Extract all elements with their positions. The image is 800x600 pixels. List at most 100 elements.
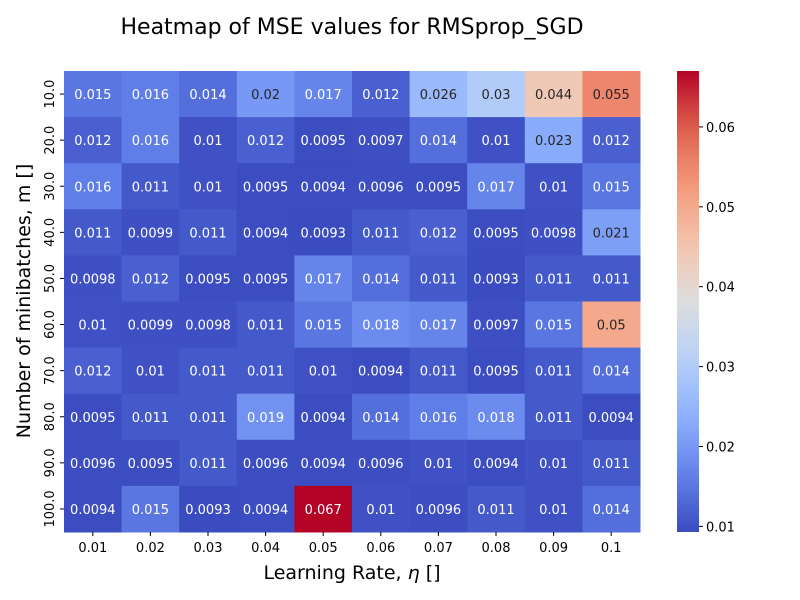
x-tick-label: 0.02 — [136, 541, 165, 556]
heatmap-cell — [236, 71, 295, 118]
heatmap-cell — [64, 71, 123, 118]
cell-value-label: 0.0096 — [358, 180, 404, 195]
cell-value-label: 0.0096 — [243, 457, 289, 472]
cell-value-label: 0.015 — [305, 319, 342, 334]
x-axis-ticks: 0.01 0.02 0.03 0.04 0.05 0.06 0.07 0.08 0.09 0.1 — [78, 532, 622, 556]
cell-value-label: 0.016 — [132, 134, 169, 149]
x-tick-label: 0.1 — [601, 541, 622, 556]
heatmap-cell — [582, 347, 641, 395]
cell-value-label: 0.017 — [305, 88, 342, 103]
cell-value-label: 0.012 — [132, 272, 169, 287]
heatmap-cell — [352, 163, 411, 210]
cell-value-label: 0.0095 — [70, 411, 116, 426]
cell-value-label: 0.018 — [477, 411, 514, 426]
heatmap-cell — [582, 255, 641, 302]
cell-value-label: 0.011 — [535, 272, 572, 287]
heatmap-cell — [236, 209, 295, 256]
cell-value-label: 0.0094 — [243, 503, 289, 518]
y-tick-label: 100.0 — [43, 490, 58, 527]
y-tick-label: 30.0 — [43, 172, 58, 201]
heatmap-cell — [467, 255, 526, 302]
heatmap-cell — [294, 71, 353, 118]
colorbar — [677, 71, 699, 532]
x-tick-label: 0.06 — [366, 541, 395, 556]
cell-value-label: 0.0096 — [70, 457, 116, 472]
heatmap-cell — [352, 209, 411, 256]
cell-value-label: 0.0094 — [588, 411, 634, 426]
cell-value-label: 0.011 — [535, 365, 572, 380]
heatmap-cell — [179, 117, 238, 164]
cell-value-label: 0.011 — [362, 226, 399, 241]
heatmap-cell — [409, 485, 468, 533]
cell-value-label: 0.016 — [132, 88, 169, 103]
heatmap-cell — [467, 347, 526, 395]
heatmap-cell — [179, 209, 238, 256]
cell-value-label: 0.0094 — [300, 411, 346, 426]
heatmap-cell — [236, 393, 295, 441]
heatmap-cell — [294, 301, 353, 349]
cell-value-label: 0.016 — [420, 411, 457, 426]
cell-value-label: 0.011 — [189, 226, 226, 241]
cell-value-label: 0.01 — [194, 180, 223, 195]
heatmap-cell — [236, 485, 295, 533]
cell-value-label: 0.015 — [535, 319, 572, 334]
cell-value-label: 0.05 — [597, 319, 626, 334]
heatmap-cell — [294, 163, 353, 210]
heatmap-cell — [409, 393, 468, 441]
cell-value-label: 0.0095 — [473, 365, 519, 380]
cell-value-label: 0.011 — [189, 365, 226, 380]
cell-value-label: 0.0095 — [243, 272, 289, 287]
cell-value-label: 0.0098 — [70, 272, 116, 287]
cell-value-label: 0.0095 — [128, 457, 174, 472]
colorbar-tick-label: 0.03 — [706, 361, 735, 376]
heatmap-cell — [121, 117, 180, 164]
heatmap-cell — [524, 439, 583, 487]
heatmap-cell — [179, 485, 238, 533]
heatmap-cell — [582, 439, 641, 487]
cell-value-label: 0.015 — [593, 180, 630, 195]
y-tick-label: 40.0 — [43, 218, 58, 247]
x-tick-label: 0.04 — [251, 541, 280, 556]
heatmap-cell — [467, 301, 526, 349]
cell-value-label: 0.011 — [132, 180, 169, 195]
cell-value-label: 0.012 — [74, 365, 111, 380]
cell-value-label: 0.0094 — [243, 226, 289, 241]
heatmap-cell — [294, 393, 353, 441]
heatmap-cell — [179, 439, 238, 487]
heatmap-cell — [64, 393, 123, 441]
heatmap-cell — [294, 347, 353, 395]
x-tick-label: 0.09 — [539, 541, 568, 556]
cell-value-label: 0.0094 — [473, 457, 519, 472]
heatmap-cells: 0.015 0.016 0.014 0.02 0.017 0.012 0.026 0.03 0.… — [64, 71, 641, 533]
x-tick-label: 0.03 — [194, 541, 223, 556]
cell-value-label: 0.014 — [420, 134, 457, 149]
heatmap-cell — [236, 255, 295, 302]
cell-value-label: 0.014 — [362, 411, 399, 426]
cell-value-label: 0.012 — [593, 134, 630, 149]
cell-value-label: 0.044 — [535, 88, 572, 103]
heatmap-cell — [64, 117, 123, 164]
cell-value-label: 0.01 — [424, 457, 453, 472]
heatmap-cell — [179, 255, 238, 302]
cell-value-label: 0.011 — [247, 365, 284, 380]
colorbar-tick-label: 0.01 — [706, 520, 735, 535]
heatmap-cell — [467, 163, 526, 210]
heatmap-cell — [524, 209, 583, 256]
cell-value-label: 0.015 — [74, 88, 111, 103]
cell-value-label: 0.021 — [593, 226, 630, 241]
cell-value-label: 0.0098 — [531, 226, 577, 241]
y-axis-label: Number of minibatches, m [] — [13, 164, 35, 439]
cell-value-label: 0.067 — [305, 503, 342, 518]
x-axis-label-text: Learning Rate, — [263, 562, 407, 584]
cell-value-label: 0.0095 — [473, 226, 519, 241]
y-tick-label: 70.0 — [43, 356, 58, 385]
cell-value-label: 0.011 — [593, 272, 630, 287]
y-tick-label: 60.0 — [43, 310, 58, 339]
heatmap-cell — [524, 255, 583, 302]
y-tick-label: 90.0 — [43, 448, 58, 477]
cell-value-label: 0.011 — [477, 503, 514, 518]
cell-value-label: 0.03 — [482, 88, 511, 103]
x-tick-label: 0.05 — [309, 541, 338, 556]
heatmap-cell — [294, 255, 353, 302]
